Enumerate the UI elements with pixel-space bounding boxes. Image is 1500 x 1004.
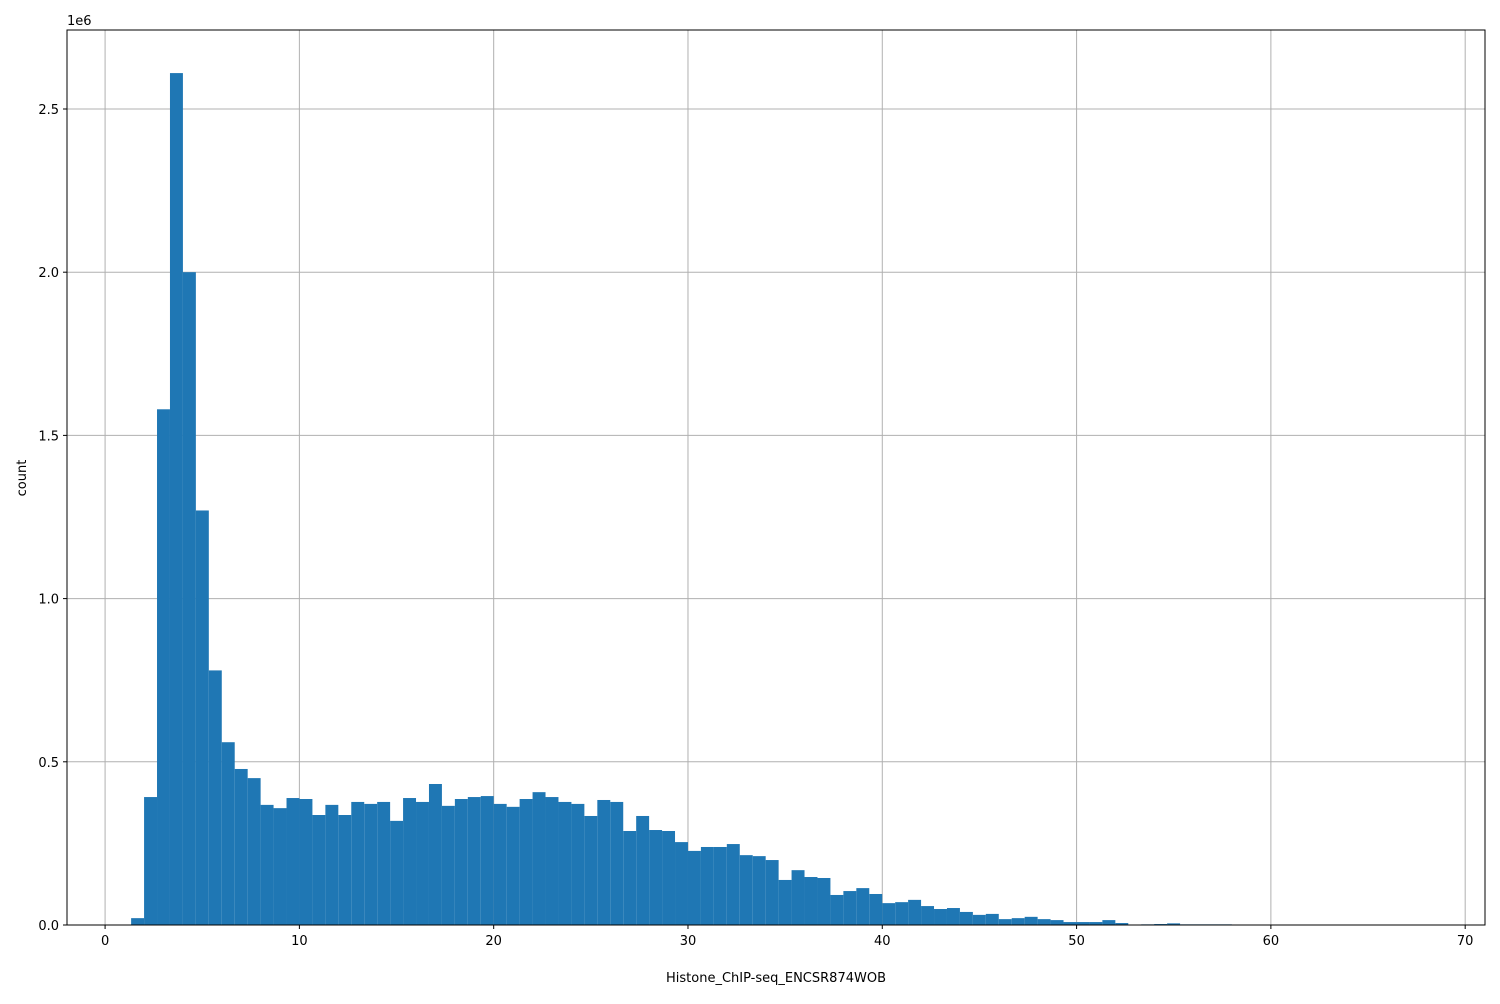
histogram-bar: [921, 906, 934, 925]
histogram-bar: [520, 799, 533, 925]
histogram-bar: [675, 842, 688, 925]
x-axis-label: Histone_ChIP-seq_ENCSR874WOB: [666, 971, 886, 986]
histogram-bar: [429, 784, 442, 925]
histogram-bar: [287, 798, 300, 925]
histogram-bar: [584, 816, 597, 925]
histogram-bar: [235, 769, 248, 925]
histogram-bar: [558, 802, 571, 925]
histogram-bar: [1102, 920, 1115, 925]
histogram-bar: [882, 903, 895, 925]
histogram-bar: [805, 877, 818, 925]
x-tick-label: 60: [1263, 934, 1280, 949]
histogram-bar: [960, 912, 973, 925]
x-tick-label: 50: [1068, 934, 1085, 949]
histogram-bar: [533, 792, 546, 925]
histogram-bar: [248, 778, 261, 925]
grid-lines: [67, 30, 1485, 925]
histogram-bar: [830, 895, 843, 925]
x-tick-label: 70: [1457, 934, 1474, 949]
histogram-bar: [869, 894, 882, 925]
histogram-bar: [183, 272, 196, 925]
histogram-bar: [895, 902, 908, 925]
histogram-bar: [157, 409, 170, 925]
histogram-bar: [610, 802, 623, 925]
histogram-bar: [727, 844, 740, 925]
histogram-bar: [766, 860, 779, 925]
y-tick-label: 0.5: [38, 756, 59, 771]
histogram-bar: [1038, 919, 1051, 925]
histogram-bar: [144, 797, 157, 925]
histogram-bar: [740, 855, 753, 925]
histogram-bars: [131, 73, 1426, 925]
histogram-bar: [364, 804, 377, 925]
histogram-bar: [817, 878, 830, 925]
histogram-bar: [636, 816, 649, 925]
y-tick-label: 1.5: [38, 429, 59, 444]
histogram-bar: [416, 802, 429, 925]
histogram-bar: [312, 815, 325, 925]
histogram-bar: [494, 804, 507, 925]
x-tick-label: 30: [680, 934, 697, 949]
x-tick-label: 40: [874, 934, 891, 949]
histogram-bar: [455, 799, 468, 925]
histogram-bar: [481, 796, 494, 925]
histogram-bar: [571, 804, 584, 925]
histogram-bar: [1025, 917, 1038, 925]
histogram-bar: [714, 847, 727, 925]
histogram-bar: [649, 830, 662, 925]
histogram-bar: [274, 808, 287, 925]
histogram-bar: [209, 670, 222, 925]
histogram-bar: [261, 805, 274, 925]
x-tick-label: 0: [101, 934, 109, 949]
histogram-bar: [597, 800, 610, 925]
y-tick-label: 2.5: [38, 103, 59, 118]
histogram-bar: [507, 807, 520, 925]
histogram-bar: [856, 888, 869, 925]
histogram-bar: [986, 914, 999, 925]
histogram-bar: [623, 831, 636, 925]
x-tick-label: 10: [291, 934, 308, 949]
y-tick-label: 1.0: [38, 593, 59, 608]
histogram-bar: [338, 815, 351, 925]
histogram-bar: [1012, 918, 1025, 925]
histogram-bar: [662, 831, 675, 925]
histogram-bar: [442, 806, 455, 925]
histogram-bar: [1051, 920, 1064, 925]
x-tick-label: 20: [485, 934, 502, 949]
histogram-bar: [468, 797, 481, 925]
histogram-bar: [131, 918, 144, 925]
histogram-bar: [843, 891, 856, 925]
y-axis-label: count: [15, 460, 30, 497]
plot-frame: [67, 30, 1485, 925]
histogram-bar: [403, 798, 416, 925]
histogram-bar: [999, 919, 1012, 925]
histogram-bar: [934, 909, 947, 925]
histogram-bar: [688, 851, 701, 925]
histogram-bar: [701, 847, 714, 925]
histogram-bar: [546, 797, 559, 925]
histogram-bar: [779, 880, 792, 925]
histogram-bar: [792, 870, 805, 925]
histogram-bar: [390, 821, 403, 925]
histogram-bar: [299, 799, 312, 925]
histogram-bar: [222, 742, 235, 925]
histogram-bar: [196, 510, 209, 925]
x-axis-ticks: 0 10 20 30 40 50 60 70: [101, 925, 1474, 949]
histogram-bar: [753, 856, 766, 925]
histogram-bar: [908, 900, 921, 925]
histogram-bar: [325, 805, 338, 925]
histogram-bar: [947, 908, 960, 925]
histogram-bar: [351, 802, 364, 925]
y-tick-label: 0.0: [38, 919, 59, 934]
histogram-bar: [377, 802, 390, 925]
histogram-bar: [973, 915, 986, 925]
y-offset-label: 1e6: [67, 14, 92, 29]
histogram-bar: [170, 73, 183, 925]
y-tick-label: 2.0: [38, 266, 59, 281]
y-axis-ticks: 0.0 0.5 1.0 1.5 2.0 2.5: [38, 103, 67, 934]
